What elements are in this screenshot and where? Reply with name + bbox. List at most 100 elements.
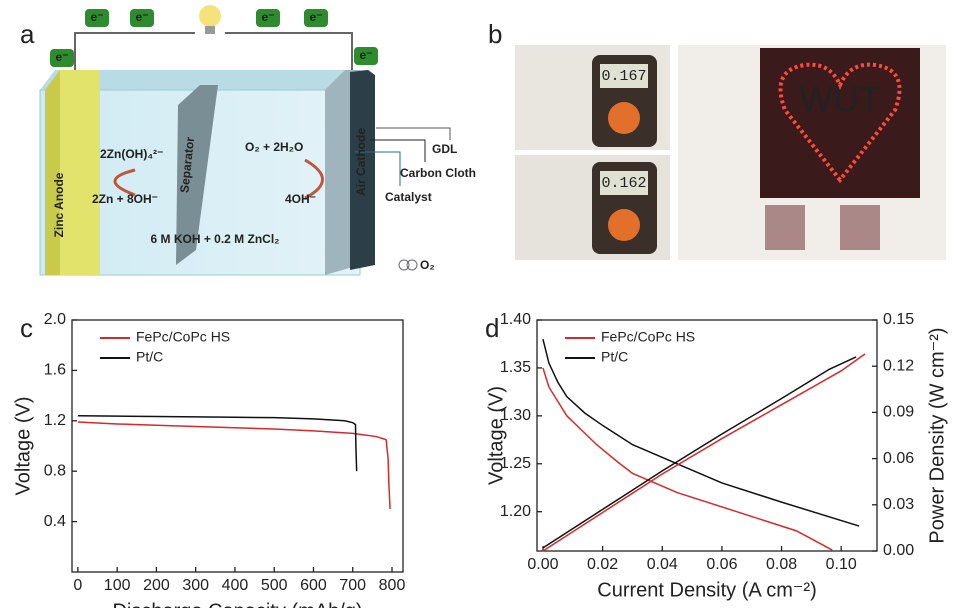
bulb bbox=[199, 5, 221, 27]
wire bbox=[74, 32, 195, 70]
y2-tick-label: 0.12 bbox=[883, 357, 914, 374]
series-line bbox=[77, 421, 391, 510]
series-line bbox=[542, 338, 860, 527]
panel-label: c bbox=[20, 313, 33, 343]
dial bbox=[608, 209, 640, 241]
electron-badge bbox=[85, 9, 109, 27]
oxygen: O₂ bbox=[420, 258, 435, 272]
series-line bbox=[542, 353, 866, 552]
electron: e⁻ bbox=[261, 10, 274, 24]
series-line bbox=[77, 415, 358, 472]
x-tick-label: 0.08 bbox=[766, 556, 797, 573]
x-tick-label: 300 bbox=[182, 577, 209, 594]
electron-badge bbox=[130, 9, 154, 27]
y-tick-label: 2.0 bbox=[44, 311, 66, 328]
x-tick-label: 0.02 bbox=[587, 556, 618, 573]
arrow bbox=[304, 158, 324, 200]
dial bbox=[608, 102, 640, 134]
y-tick-label: 1.30 bbox=[500, 407, 531, 424]
plot-frame bbox=[71, 319, 404, 573]
equation: 2Zn + 8OH⁻ bbox=[92, 192, 158, 206]
led-heart bbox=[778, 62, 902, 184]
equation: O₂ + 2H₂O bbox=[245, 140, 303, 154]
series-line bbox=[542, 356, 857, 549]
o2-icon bbox=[398, 259, 410, 271]
x-tick-label: 400 bbox=[222, 577, 249, 594]
panel-label: b bbox=[488, 19, 502, 49]
x-tick-label: 0.10 bbox=[826, 556, 857, 573]
y-axis-label: Voltage (V) bbox=[12, 397, 34, 496]
pointer bbox=[376, 127, 451, 140]
electron-badge bbox=[304, 9, 328, 27]
electron: e⁻ bbox=[309, 10, 322, 24]
meter-screen bbox=[600, 64, 648, 88]
cell bbox=[840, 205, 880, 250]
electrolyte: 6 M KOH + 0.2 M ZnCl₂ bbox=[150, 232, 279, 246]
photos bbox=[515, 45, 946, 260]
panel-label: a bbox=[20, 19, 35, 49]
equation: 4OH⁻ bbox=[285, 192, 316, 206]
y-tick-label: 0.8 bbox=[44, 462, 66, 479]
x-axis-label: Current Density (A cm⁻²) bbox=[597, 579, 816, 601]
legend-label: FePc/CoPc HS bbox=[136, 329, 230, 345]
wire bbox=[74, 32, 195, 70]
diagram bbox=[39, 5, 451, 276]
x-tick-label: 0.00 bbox=[527, 556, 558, 573]
electron-badge bbox=[50, 49, 74, 67]
wire bbox=[225, 32, 353, 70]
x-tick-label: 100 bbox=[104, 577, 131, 594]
panel-label: d bbox=[485, 313, 499, 343]
y2-tick-label: 0.06 bbox=[883, 450, 914, 467]
series-line bbox=[542, 367, 833, 551]
x-tick-label: 0 bbox=[73, 577, 82, 594]
separator-label: Separator bbox=[177, 136, 197, 194]
arrow bbox=[113, 168, 136, 197]
layer-label: Carbon Cloth bbox=[400, 166, 476, 180]
x-tick-label: 0.04 bbox=[647, 556, 678, 573]
cell-top bbox=[40, 70, 370, 90]
bulb-base bbox=[205, 26, 215, 34]
zinc-anode-label: Zinc Anode bbox=[52, 172, 66, 237]
y-tick-label: 1.35 bbox=[500, 359, 531, 376]
y-tick-label: 1.2 bbox=[44, 412, 66, 429]
legend-label: Pt/C bbox=[136, 349, 163, 365]
x-tick-label: 800 bbox=[379, 577, 406, 594]
meter-reading: 0.162 bbox=[601, 175, 646, 192]
equation: 2Zn(OH)₄²⁻ bbox=[100, 147, 163, 161]
electron-badge bbox=[256, 9, 280, 27]
y2-tick-label: 0.15 bbox=[883, 311, 914, 328]
air-cathode-label: Air Cathode bbox=[354, 128, 368, 196]
electron-badge bbox=[354, 47, 378, 65]
sign-text: WUT bbox=[799, 79, 881, 120]
electron: e⁻ bbox=[135, 10, 148, 24]
zinc-anode-side bbox=[45, 70, 60, 275]
electron: e⁻ bbox=[359, 48, 372, 62]
y-tick-label: 0.4 bbox=[44, 513, 66, 530]
meter-screen bbox=[600, 171, 648, 195]
led-board bbox=[760, 48, 920, 198]
layer-label: Catalyst bbox=[385, 190, 432, 204]
y-tick-label: 1.25 bbox=[500, 455, 531, 472]
separator bbox=[176, 85, 218, 265]
layer-label: GDL bbox=[432, 142, 457, 156]
pointer bbox=[355, 151, 401, 186]
x-tick-label: 600 bbox=[300, 577, 327, 594]
legend-label: FePc/CoPc HS bbox=[601, 329, 695, 345]
y-tick-label: 1.20 bbox=[500, 503, 531, 520]
plot-frame bbox=[536, 319, 878, 552]
y2-tick-label: 0.03 bbox=[883, 496, 914, 513]
gdl bbox=[350, 70, 375, 270]
y2-axis-label: Power Density (W cm⁻²) bbox=[926, 327, 948, 543]
x-axis-label: Discharge Capacity (mAh/g) bbox=[112, 600, 362, 608]
y2-tick-label: 0.09 bbox=[883, 404, 914, 421]
x-tick-label: 700 bbox=[339, 577, 366, 594]
cell bbox=[765, 205, 805, 250]
y-axis-label: Voltage (V) bbox=[485, 386, 507, 485]
y-tick-label: 1.40 bbox=[500, 311, 531, 328]
meter-reading: 0.167 bbox=[601, 68, 646, 85]
electron: e⁻ bbox=[90, 10, 103, 24]
electron: e⁻ bbox=[55, 50, 68, 64]
y2-tick-label: 0.00 bbox=[883, 542, 914, 559]
